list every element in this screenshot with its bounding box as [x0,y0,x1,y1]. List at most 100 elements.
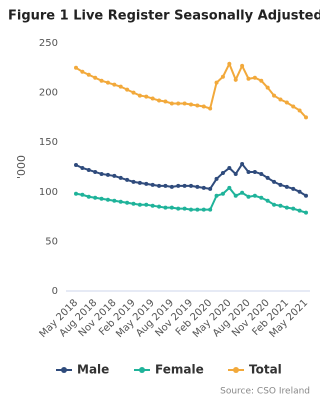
point-marker [93,195,98,200]
y-tick-label: 150 [39,137,58,148]
point-marker [157,98,162,103]
point-marker [86,194,91,199]
point-marker [214,193,219,198]
point-marker [80,192,85,197]
point-marker [259,195,264,200]
point-marker [284,205,289,210]
point-marker [227,165,232,170]
point-marker [233,193,238,198]
point-marker [118,199,123,204]
point-marker [80,69,85,74]
legend-label[interactable]: Total [249,363,282,377]
point-marker [163,205,168,210]
point-marker [246,169,251,174]
point-marker [272,179,277,184]
point-marker [157,183,162,188]
point-marker [163,183,168,188]
point-marker [189,102,193,107]
point-marker [227,185,232,190]
point-marker [169,205,174,210]
point-marker [291,206,296,211]
y-tick-label: 50 [45,236,58,247]
point-marker [252,169,257,174]
point-marker [227,61,232,66]
point-marker [112,82,117,87]
point-marker [182,101,187,106]
point-marker [74,65,78,70]
point-marker [246,194,251,199]
point-marker [169,101,174,106]
point-marker [208,106,213,111]
point-marker [201,185,206,190]
point-marker [105,172,110,177]
legend-marker [233,367,239,373]
point-marker [214,80,219,85]
point-marker [278,182,283,187]
point-marker [150,182,155,187]
point-marker [176,183,181,188]
point-marker [265,175,270,180]
point-marker [144,181,149,186]
point-marker [112,198,117,203]
legend-label[interactable]: Female [155,363,204,377]
point-marker [272,202,277,207]
point-marker [150,203,155,208]
point-marker [220,191,225,196]
series-line [75,162,307,197]
point-marker [304,193,308,198]
point-marker [74,163,78,168]
point-marker [150,96,155,101]
point-marker [278,203,283,208]
point-marker [105,197,110,202]
point-marker [93,75,98,80]
point-marker [125,200,130,205]
point-marker [291,186,296,191]
point-marker [265,85,270,90]
point-marker [169,184,174,189]
legend-marker [61,367,67,373]
point-marker [240,63,245,68]
point-marker [297,189,302,194]
point-marker [252,193,257,198]
point-marker [195,207,200,212]
point-marker [163,99,168,104]
y-axis-label: '000 [15,155,28,179]
point-marker [214,176,219,181]
y-tick-label: 250 [39,38,58,49]
point-marker [118,84,123,89]
point-marker [278,97,283,102]
point-marker [246,76,251,81]
y-tick-label: 0 [52,286,58,297]
point-marker [144,202,149,207]
point-marker [125,87,130,92]
point-marker [99,171,104,176]
point-marker [252,75,257,80]
point-marker [208,207,213,212]
point-marker [144,94,149,99]
point-marker [284,100,289,105]
point-marker [86,72,91,77]
point-marker [99,196,104,201]
legend-label[interactable]: Male [77,363,109,377]
point-marker [131,201,136,206]
point-marker [118,175,123,180]
chart-title: Figure 1 Live Register Seasonally Adjust… [8,9,320,24]
point-marker [304,210,308,215]
point-marker [182,206,187,211]
point-marker [208,186,213,191]
point-marker [86,167,91,172]
point-marker [176,101,181,106]
point-marker [131,90,136,95]
y-tick-label: 200 [39,88,58,99]
point-marker [157,204,162,209]
point-marker [80,165,85,170]
source: Source: CSO Ireland [220,387,310,397]
point-marker [291,104,296,109]
legend-marker [139,367,145,373]
point-marker [137,202,142,207]
point-marker [195,184,200,189]
point-marker [240,162,245,167]
point-marker [137,93,142,98]
point-marker [304,115,308,120]
